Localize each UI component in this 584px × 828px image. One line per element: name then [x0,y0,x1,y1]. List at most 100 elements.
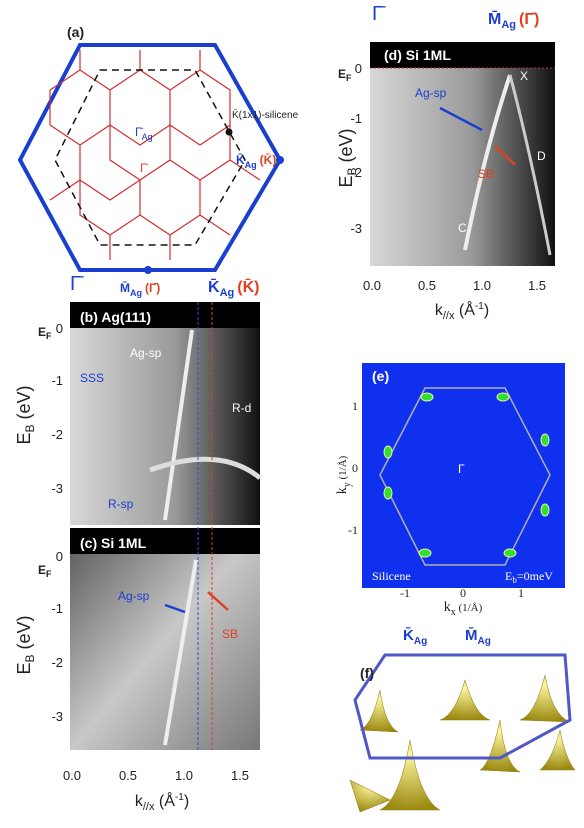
unit: (Å [154,791,175,810]
band [463,74,512,251]
tick-label: -3 [350,221,362,236]
m-ag: M̄Ag [465,626,491,647]
energy: Eb=0meV [505,569,553,585]
symbol: M̄ [120,281,130,295]
k-ag-point [276,156,284,164]
arpes-image [70,302,260,525]
y-ticks: 0 -1 -2 -3 [51,549,63,724]
sub: Ag [414,636,427,647]
annotation: Ag-sp [118,589,150,603]
annotation: C [458,221,467,235]
sub: F [46,569,52,579]
symbol: E [38,325,46,339]
tick-label: 0.0 [363,278,381,293]
arrow [494,145,516,166]
annotation: Ag-sp [130,346,162,360]
y-axis-title: EB (eV) [336,128,359,187]
y-axis-title: EB (eV) [14,385,37,444]
y-ticks: 1 0 -1 [348,399,358,537]
tick-label: -3 [51,709,63,724]
panel-label: (e) [372,368,389,384]
symbol: E [38,563,46,577]
ef-label: EF [38,325,52,341]
panel-label: (c) Si 1ML [80,535,147,551]
tick-label: -1 [51,373,63,388]
m-ag: M̄Ag (Γ̄) [120,281,160,298]
tick-label: -2 [51,427,63,442]
unit: (eV) [336,128,356,167]
symbol: E [14,433,34,445]
tick-label: 0.5 [119,768,137,783]
panel-label: (f) [360,665,374,681]
band [163,329,194,521]
sub: Ag [130,288,142,298]
tick-label: 0.0 [63,768,81,783]
close: ) [184,793,189,810]
gamma: Γ̄ [140,161,149,175]
tick-label: -1 [350,111,362,126]
symbol: E [505,569,512,583]
panel-d: (d) Si 1ML Γ̄ M̄Ag (Γ̄) EF 0-1-2-3 0.0 0.5… [336,3,555,322]
tick-label: 1 [518,586,524,600]
annotation: SSS [80,371,104,385]
tick-label: 1.5 [528,278,546,293]
sub: y [342,482,353,487]
top-label: Γ̄ [372,3,386,25]
annotation: Ag-sp [415,86,447,100]
sub: B [23,424,37,432]
alt: (K̄) [260,153,277,167]
sub: x [451,607,456,618]
symbol: E [336,176,356,188]
gamma-ag: Γ̄Ag [135,125,153,142]
k-point [225,128,233,136]
arrow [439,106,483,132]
value: =0meV [517,569,553,583]
silicene-bz [54,69,246,246]
sub: Ag [478,636,491,647]
unit: (Å [454,300,475,319]
alt: (K̄) [237,277,259,296]
tick-label: -1 [51,601,63,616]
symbol: k [435,302,444,319]
k-ag: K̄Ag (K̄) [236,153,276,170]
panel-a: (a) K̄(1x1)-silicene Γ̄Ag Γ̄ K̄Ag (K̄) M̄… [17,24,299,298]
sub: B [345,167,359,175]
close: ) [484,302,489,319]
alt: (Γ̄) [519,11,539,28]
sup: -1 [175,792,184,803]
tick-label: 0 [56,549,63,564]
x-axis-title: k//x (Å-1) [135,791,189,813]
tick-label: -3 [51,481,63,496]
annotation: X [520,69,528,83]
unit: (1/Å) [456,602,483,614]
annotation: D [537,149,546,163]
x-ticks: 0.0 0.5 1.0 1.5 [363,278,546,293]
tick-label: -1 [348,523,358,537]
unit: (eV) [14,615,34,654]
x-axis-title: k//x (Å-1) [435,300,489,322]
sub: F [46,331,52,341]
sub: Ag [501,19,516,31]
annotation: R-sp [108,497,134,511]
header-bar [70,302,260,328]
panel-label: (b) Ag(111) [80,309,151,325]
symbol: M̄ [488,9,501,28]
tick-label: -2 [51,655,63,670]
tick-label: 0.5 [418,278,436,293]
ef-label: EF [38,563,52,579]
tick-label: 1 [352,399,358,413]
symbol: K̄ [208,277,220,296]
band [163,559,198,746]
top-label: Γ̄ [70,273,84,295]
x-axis-title: kx (1/Å) [444,600,483,618]
y-axis-title: ky (1/Å) [335,455,353,494]
k-ag: K̄Ag [403,626,427,647]
hexagon [17,43,283,272]
sub: Ag [245,160,257,170]
ef-label: EF [338,67,352,83]
arpes-image [370,42,555,266]
symbol: Γ̄ [135,125,144,139]
y-ticks: 0 -1 -2 -3 [51,321,63,496]
symbol: M̄ [465,626,478,644]
pockets [383,392,550,558]
